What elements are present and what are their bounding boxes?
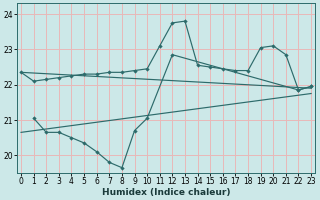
X-axis label: Humidex (Indice chaleur): Humidex (Indice chaleur): [102, 188, 230, 197]
